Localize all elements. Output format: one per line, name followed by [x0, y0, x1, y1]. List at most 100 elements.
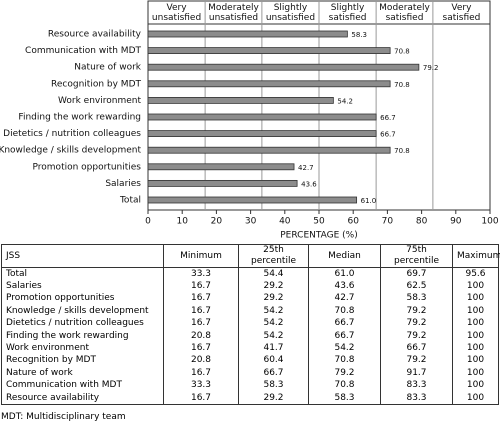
bar — [147, 163, 295, 171]
zone-label: Very unsatisfied — [152, 3, 201, 23]
table-cell: 54.2 — [238, 305, 309, 318]
x-tick-label: 20 — [211, 217, 223, 227]
x-tick-label: 80 — [416, 217, 428, 227]
value-label: 54.2 — [337, 97, 353, 105]
table-cell: Recognition by MDT — [1, 354, 164, 368]
table-cell: 16.7 — [163, 305, 239, 318]
table-cell: 79.2 — [380, 317, 453, 330]
table-cell: 79.2 — [308, 367, 381, 380]
category-label: Resource availability — [48, 30, 142, 40]
bar — [147, 80, 391, 88]
x-tick-label: 100 — [481, 217, 498, 227]
table-cell: 60.4 — [238, 354, 309, 368]
category-label: Promotion opportunities — [33, 162, 142, 172]
x-tick-label: 40 — [279, 217, 291, 227]
table-row: Nature of work 16.7 66.7 79.2 91.7 100 — [1, 367, 499, 380]
table-cell: 66.7 — [308, 329, 381, 343]
table-cell: 54.2 — [238, 317, 309, 330]
value-label: 66.7 — [380, 131, 396, 139]
table-cell: Knowledge / skills development — [1, 305, 164, 318]
value-label: 70.8 — [394, 81, 410, 89]
table-cell: 43.6 — [308, 280, 381, 293]
table-cell: 58.3 — [238, 379, 309, 392]
table-cell: 66.7 — [380, 342, 453, 355]
table-cell: 100 — [452, 391, 499, 405]
table-cell: 16.7 — [163, 317, 239, 330]
category-label: Work environment — [58, 96, 141, 106]
table-cell: Work environment — [1, 342, 164, 355]
table-cell: 42.7 — [308, 292, 381, 306]
table-cell: Finding the work rewarding — [1, 329, 164, 343]
table-cell: 95.6 — [452, 267, 499, 281]
footnote: MDT: Multidisciplinary team — [1, 412, 126, 422]
table-cell: 54.2 — [238, 329, 309, 343]
zone-label: Slightly satisfied — [329, 3, 367, 23]
table-cell: 62.5 — [380, 280, 453, 293]
table-cell: Nature of work — [1, 367, 164, 380]
category-label: Knowledge / skills development — [0, 146, 141, 156]
table-cell: 16.7 — [163, 367, 239, 380]
category-label: Communication with MDT — [25, 46, 141, 56]
chart: PERCENTAGE (%) Very unsatisfied Moderately… — [0, 0, 499, 241]
category-label: Salaries — [105, 179, 141, 189]
x-tick-label: 70 — [382, 217, 394, 227]
header-cell: JSS — [1, 244, 164, 268]
table-cell: Total — [1, 267, 164, 281]
table-cell: 54.2 — [308, 342, 381, 355]
header-cell: 25th percentile — [238, 244, 309, 268]
table-cell: 16.7 — [163, 342, 239, 355]
table-cell: 29.2 — [238, 292, 309, 306]
table-cell: Salaries — [1, 280, 164, 293]
table-cell: 100 — [452, 305, 499, 318]
x-tick-label: 50 — [313, 217, 325, 227]
table-cell: 33.3 — [163, 379, 239, 392]
category-label: Nature of work — [74, 63, 141, 73]
bar — [147, 113, 377, 121]
bar — [147, 146, 391, 154]
table-cell: 70.8 — [308, 379, 381, 392]
table-cell: 100 — [452, 329, 499, 343]
bar — [147, 63, 420, 71]
table-cell: 83.3 — [380, 379, 453, 392]
table-row: Work environment 16.7 41.7 54.2 66.7 100 — [1, 342, 499, 355]
header-row: JSS Minimum 25th percentile Median 75th perc… — [1, 244, 500, 268]
table-row: Salaries 16.7 29.2 43.6 62.5 100 — [1, 280, 499, 293]
table-cell: 83.3 — [380, 391, 453, 405]
table-cell: 29.2 — [238, 280, 309, 293]
x-tick-label: 30 — [245, 217, 257, 227]
table-cell: 100 — [452, 342, 499, 355]
table-cell: 100 — [452, 367, 499, 380]
bar — [147, 179, 298, 187]
table-cell: 66.7 — [308, 317, 381, 330]
value-label: 79.2 — [423, 64, 439, 72]
table-cell: Promotion opportunities — [1, 292, 164, 306]
header-cell: 75th percentile — [380, 244, 453, 268]
table-cell: 20.8 — [163, 329, 239, 343]
x-tick-label: 60 — [347, 217, 359, 227]
table-cell: Dietetics / nutrition colleagues — [1, 317, 164, 330]
value-label: 66.7 — [380, 114, 396, 122]
table-cell: 79.2 — [380, 354, 453, 368]
table-cell: 100 — [452, 354, 499, 368]
table-cell: 54.4 — [238, 267, 309, 281]
table-row: Resource availability 16.7 29.2 58.3 83.3 100 — [1, 391, 499, 405]
table-body: Total 33.3 54.4 61.0 69.7 95.6 Salaries 16.7 29.… — [1, 267, 499, 405]
bar — [147, 130, 377, 138]
table-cell: 16.7 — [163, 292, 239, 306]
data-table: JSS Minimum 25th percentile Median 75th perc… — [1, 244, 500, 406]
bar — [147, 30, 348, 38]
value-label: 61.0 — [361, 197, 377, 205]
table-cell: 100 — [452, 280, 499, 293]
value-label: 43.6 — [301, 180, 317, 188]
zone-label: Moderately satisfied — [379, 3, 430, 23]
zone-label: Very satisfied — [443, 3, 481, 23]
table-cell: 70.8 — [308, 354, 381, 368]
value-label: 70.8 — [394, 48, 410, 56]
x-tick-label: 90 — [450, 217, 462, 227]
category-label: Finding the work rewarding — [18, 113, 141, 123]
table-cell: Resource availability — [1, 391, 164, 405]
header-cell: Median — [308, 244, 381, 268]
table-cell: 66.7 — [238, 367, 309, 380]
table-cell: 20.8 — [163, 354, 239, 368]
table-row: Total 33.3 54.4 61.0 69.7 95.6 — [1, 267, 499, 281]
